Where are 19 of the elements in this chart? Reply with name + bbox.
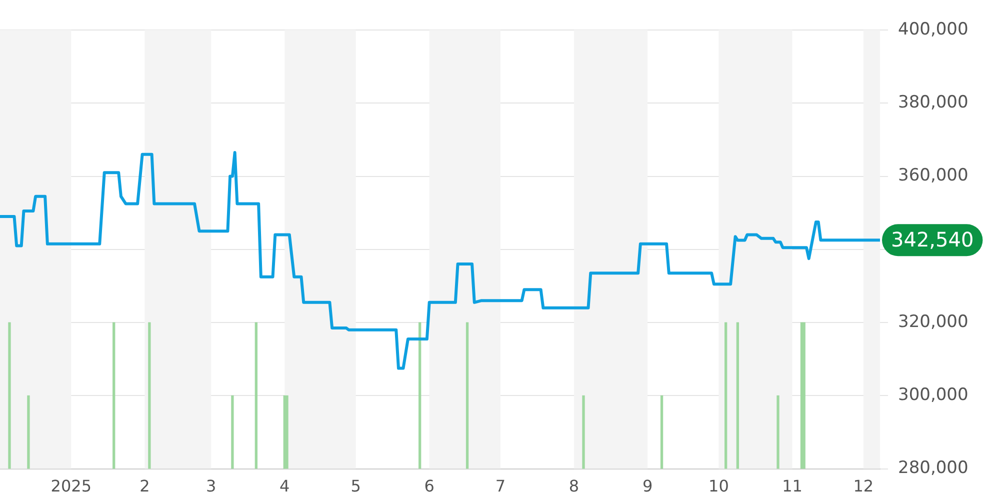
y-tick-label: 320,000 xyxy=(898,312,968,332)
x-tick-label: 12 xyxy=(853,476,874,496)
y-tick-label: 400,000 xyxy=(898,19,968,40)
x-tick-label: 8 xyxy=(568,476,580,496)
y-tick-label: 380,000 xyxy=(898,92,968,113)
x-tick-label: 9 xyxy=(642,476,653,496)
x-tick-label: 5 xyxy=(350,476,361,496)
x-tick-label: 7 xyxy=(495,476,506,496)
y-tick-label: 360,000 xyxy=(898,166,968,186)
x-tick-label: 4 xyxy=(280,476,290,496)
y-tick-label: 280,000 xyxy=(898,458,968,478)
x-tick-label: 3 xyxy=(206,476,216,496)
x-tick-label: 10 xyxy=(708,476,729,496)
x-tick-label: 6 xyxy=(424,476,434,496)
x-tick-label: 2 xyxy=(140,476,150,496)
x-tick-label: 11 xyxy=(782,476,802,496)
text: 342,540 xyxy=(891,227,974,252)
x-tick-label: 2025 xyxy=(50,476,92,496)
y-tick-label: 300,000 xyxy=(898,385,968,406)
